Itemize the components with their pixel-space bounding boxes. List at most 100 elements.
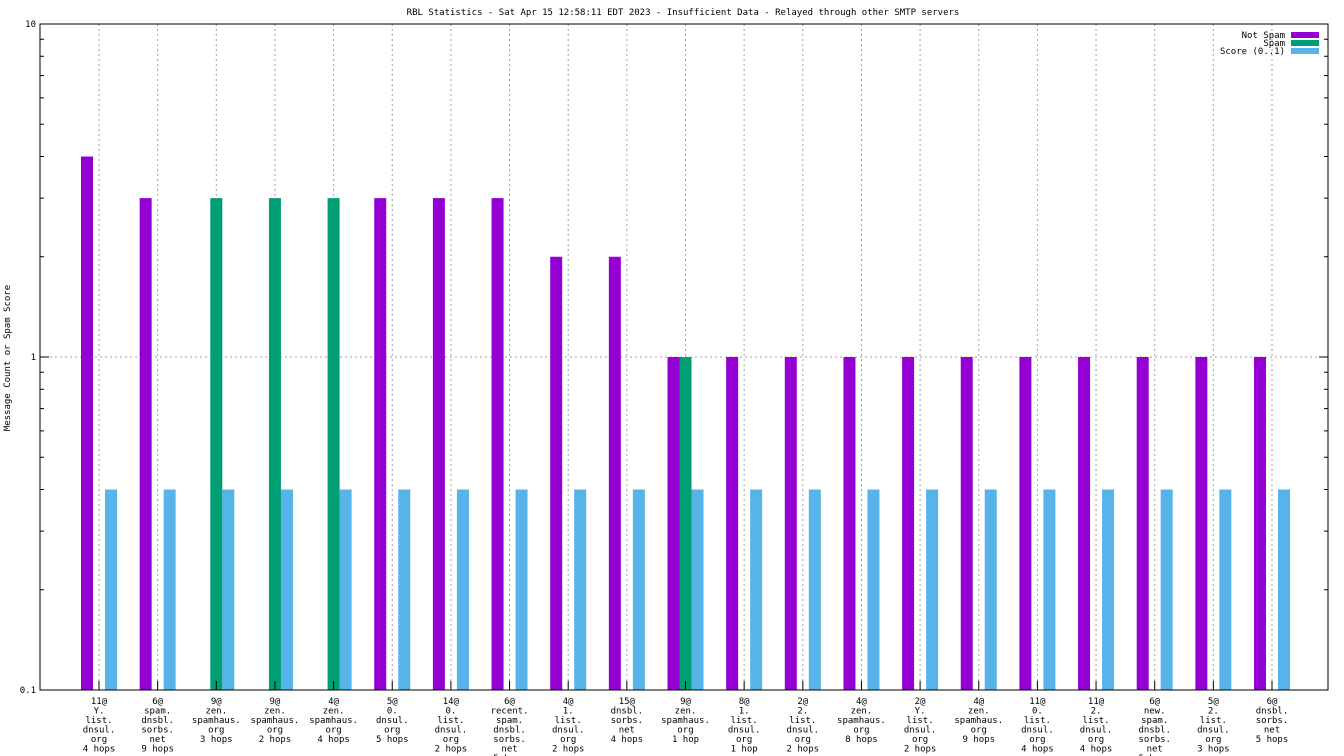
x-category-label: 5@ 0. dnsul. org 5 hops [376, 697, 409, 745]
x-category-label-line: zen. [851, 707, 873, 717]
y-tick-label: 1 [31, 353, 36, 363]
x-category-label-line: list. [85, 716, 112, 726]
bar-score-0-1 [867, 489, 880, 690]
x-category-label-line: sorbs. [493, 735, 526, 745]
x-category-label-line: 5 hops [1256, 735, 1289, 745]
legend-swatch [1291, 40, 1319, 46]
x-category-label-line: dnsul. [1080, 726, 1113, 736]
x-category-label-line: 2 hops [552, 745, 585, 755]
bar-score-0-1 [574, 489, 587, 690]
x-category-label-line: 1. [563, 707, 574, 717]
bar-not-spam [139, 198, 152, 690]
x-category-label-line: org [560, 735, 576, 745]
legend-label: Score (0..1) [1220, 47, 1285, 57]
x-category-label-line: 4@ [856, 697, 867, 707]
x-category-label-line: spam. [496, 716, 523, 726]
x-category-label-line: 4 hops [317, 735, 350, 745]
x-category-label-line: org [736, 735, 752, 745]
bar-score-0-1 [398, 489, 411, 690]
bars [81, 156, 1290, 690]
bar-score-0-1 [1278, 489, 1290, 690]
bar-score-0-1 [632, 489, 645, 690]
x-category-label-line: new. [1144, 707, 1166, 717]
x-category-label-line: dnsbl. [141, 716, 174, 726]
x-category-label-line: 1. [739, 707, 750, 717]
x-category-label-line: 5 hops [1138, 754, 1171, 756]
bar-score-0-1 [808, 489, 821, 690]
x-category-label-line: 11@ [1088, 697, 1105, 707]
bar-not-spam [81, 156, 93, 690]
y-axis-ticks: 0.1 1 10 [20, 20, 1328, 696]
x-category-label: 6@ spam. dnsbl. sorbs. net 9 hops [141, 697, 174, 755]
x-category-label-line: 5@ [1208, 697, 1219, 707]
x-category-label-line: zen. [675, 707, 697, 717]
x-category-label-line: list. [1024, 716, 1051, 726]
x-category-label-line: list. [1083, 716, 1110, 726]
bar-score-0-1 [984, 489, 997, 690]
x-category-label-line: org [853, 726, 869, 736]
x-category-label-line: 0. [387, 707, 398, 717]
legend-swatch [1291, 32, 1319, 38]
x-category-label-line: sorbs. [1138, 735, 1171, 745]
x-category-label-line: 1 hop [672, 735, 699, 745]
x-category-label-line: zen. [205, 707, 227, 717]
x-category-label-line: sorbs. [1256, 716, 1289, 726]
x-category-label-line: org [91, 735, 107, 745]
x-category-label-line: 2 hops [787, 745, 820, 755]
legend-label: Spam [1263, 39, 1285, 49]
bar-score-0-1 [750, 489, 763, 690]
x-category-label-line: list. [789, 716, 816, 726]
x-category-label: 4@ 1. list. dnsul. org 2 hops [552, 697, 585, 755]
x-category-label-line: org [1088, 735, 1104, 745]
x-category-label-line: spamhaus. [954, 716, 1003, 726]
x-category-label-line: 2 hops [435, 745, 468, 755]
x-category-label-line: list. [907, 716, 934, 726]
chart-title: RBL Statistics - Sat Apr 15 12:58:11 EDT… [407, 8, 960, 18]
bar-score-0-1 [339, 489, 352, 690]
x-category-label: 9@ zen. spamhaus. org 2 hops [251, 697, 300, 745]
x-category-label: 15@ dnsbl. sorbs. net 4 hops [611, 697, 644, 745]
x-category-label-line: dnsbl. [493, 726, 526, 736]
x-category-label-line: 14@ [443, 697, 460, 707]
bar-not-spam [374, 198, 387, 690]
x-category-label-line: dnsul. [552, 726, 585, 736]
x-category-label-line: Y. [94, 707, 105, 717]
x-category-label-line: list. [731, 716, 758, 726]
bar-not-spam [491, 198, 504, 690]
x-category-label-line: org [208, 726, 224, 736]
bar-not-spam [1019, 357, 1032, 690]
x-category-label-line: 4@ [328, 697, 339, 707]
x-category-label: 4@ zen. spamhaus. org 4 hops [309, 697, 358, 745]
x-category-label-line: dnsbl. [611, 707, 644, 717]
x-category-label-line: 4@ [973, 697, 984, 707]
x-category-label: 11@ Y. list. dnsul. org 4 hops [83, 697, 116, 755]
x-category-label-line: 3 hops [200, 735, 233, 745]
legend-swatch [1291, 48, 1319, 54]
x-category-label-line: org [325, 726, 341, 736]
bar-not-spam [902, 357, 915, 690]
x-category-label-line: 4 hops [83, 745, 116, 755]
bar-score-0-1 [926, 489, 939, 690]
x-category-label-line: spamhaus. [251, 716, 300, 726]
bar-not-spam [726, 357, 739, 690]
x-category-label-line: 2 hops [904, 745, 937, 755]
x-category-label-line: dnsul. [83, 726, 116, 736]
x-category-label-line: 5@ [387, 697, 398, 707]
x-category-label-line: org [1029, 735, 1045, 745]
y-tick-label: 0.1 [20, 686, 36, 696]
x-category-label: 6@ dnsbl. sorbs. net 5 hops [1256, 697, 1289, 745]
x-category-label: 9@ zen. spamhaus. org 3 hops [192, 697, 241, 745]
x-category-label-line: 15@ [619, 697, 636, 707]
x-category-label-line: 0. [1032, 707, 1043, 717]
x-category-label-line: zen. [264, 707, 286, 717]
x-category-label-line: 11@ [91, 697, 108, 707]
x-category-label-line: org [912, 735, 928, 745]
bar-not-spam [1195, 357, 1208, 690]
x-category-label-line: sorbs. [141, 726, 174, 736]
x-category-label-line: 9@ [680, 697, 691, 707]
bar-score-0-1 [163, 489, 176, 690]
bar-score-0-1 [691, 489, 704, 690]
x-category-label: 5@ 2. list. dnsul. org 3 hops [1197, 697, 1230, 755]
